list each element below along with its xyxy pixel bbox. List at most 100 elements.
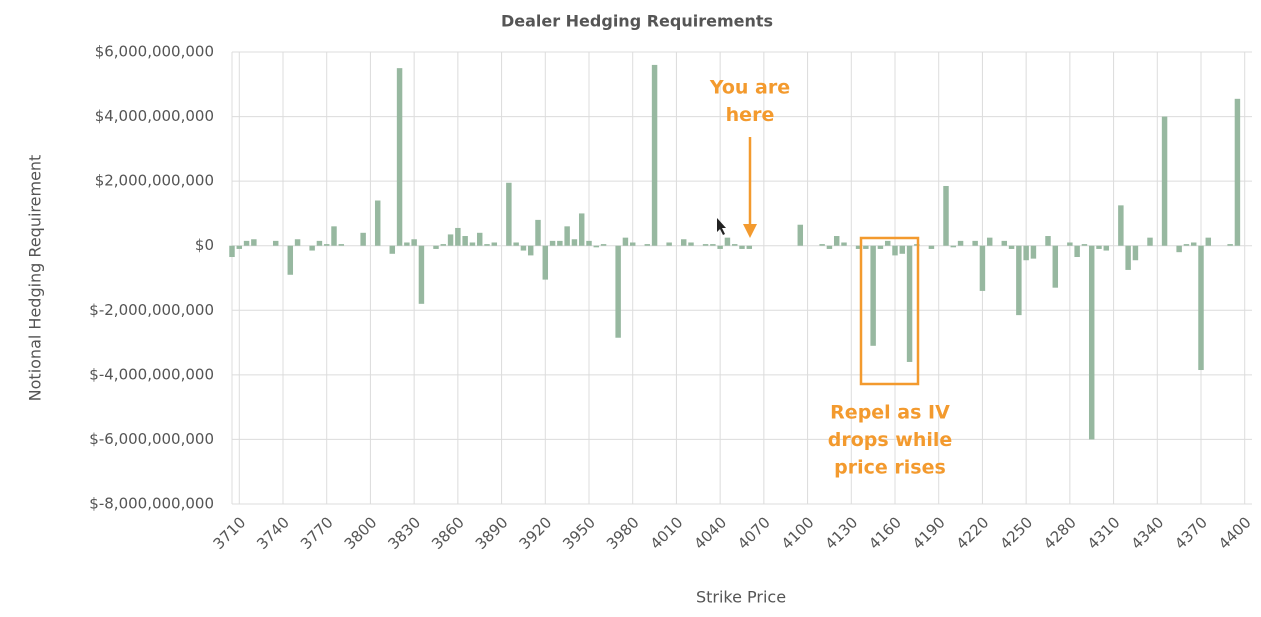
- bar: [374, 200, 381, 246]
- bar: [877, 245, 884, 249]
- bar: [360, 232, 366, 246]
- x-tick-label: 4220: [953, 513, 993, 553]
- x-tick-label: 4280: [1040, 513, 1080, 553]
- bar: [1001, 240, 1008, 246]
- x-tick-label: 4340: [1128, 513, 1168, 553]
- bar: [564, 226, 570, 246]
- bar: [506, 182, 512, 246]
- bar: [1176, 245, 1182, 253]
- x-tick-label: 3890: [472, 513, 512, 553]
- x-tick-label: 4010: [647, 513, 687, 553]
- bar: [1132, 245, 1139, 261]
- annotation-box: [859, 236, 920, 386]
- bar: [462, 236, 468, 246]
- bar: [389, 245, 396, 254]
- x-tick-label: 3710: [210, 513, 250, 553]
- bar: [455, 227, 461, 246]
- bar: [1198, 245, 1204, 371]
- y-tick-label: $6,000,000,000: [95, 43, 214, 61]
- bar: [287, 245, 294, 275]
- y-tick-label: $-8,000,000,000: [89, 495, 214, 513]
- bar: [870, 245, 876, 346]
- x-tick-label: 4400: [1215, 513, 1255, 553]
- chart-title: Dealer Hedging Requirements: [501, 12, 773, 31]
- bar: [571, 239, 578, 246]
- y-tick-label: $2,000,000,000: [95, 172, 214, 190]
- bar: [323, 244, 330, 246]
- bar: [316, 240, 323, 246]
- x-tick-label: 4130: [822, 513, 862, 553]
- bar: [950, 245, 957, 248]
- x-tick-label: 3740: [253, 513, 293, 553]
- y-tick-label: $-4,000,000,000: [89, 365, 214, 383]
- bar: [1016, 245, 1022, 316]
- bar: [1147, 237, 1153, 246]
- x-tick-label: 4070: [734, 513, 774, 553]
- bar: [1161, 116, 1168, 246]
- bar: [1183, 244, 1190, 246]
- bar: [542, 245, 549, 280]
- bar: [411, 239, 417, 246]
- bar: [702, 244, 709, 246]
- bar: [1067, 242, 1073, 246]
- bar: [272, 240, 279, 246]
- x-tick-label: 4100: [778, 513, 818, 553]
- bar: [309, 245, 315, 251]
- bar: [1074, 245, 1080, 258]
- bar: [884, 240, 891, 246]
- bar: [819, 244, 825, 246]
- bar: [717, 245, 723, 249]
- bar: [331, 226, 337, 246]
- bar: [731, 244, 738, 246]
- bar: [1023, 245, 1029, 261]
- y-axis-label: Notional Hedging Requirement: [26, 155, 45, 402]
- bar: [338, 244, 345, 246]
- bar: [979, 245, 986, 291]
- x-tick-label: 3980: [603, 513, 643, 553]
- annotation-text: price rises: [834, 457, 946, 479]
- bar: [469, 242, 476, 246]
- bar: [440, 244, 447, 246]
- x-tick-label: 3950: [559, 513, 599, 553]
- bar: [680, 239, 687, 246]
- bar: [892, 245, 898, 256]
- bar: [557, 240, 563, 246]
- bar: [899, 245, 906, 254]
- bar: [651, 64, 658, 246]
- bars: [229, 64, 1241, 440]
- cursor: [717, 218, 726, 235]
- bar: [644, 244, 651, 246]
- bar: [855, 245, 862, 249]
- bar: [513, 242, 519, 246]
- bar: [1125, 245, 1131, 270]
- bar: [251, 239, 257, 246]
- bar: [746, 245, 753, 249]
- bar: [739, 245, 745, 249]
- y-tick-label: $-2,000,000,000: [89, 301, 214, 319]
- x-tick-label: 3860: [428, 513, 468, 553]
- bar: [418, 245, 425, 304]
- bar: [586, 240, 592, 246]
- bar: [688, 242, 694, 246]
- annotation-text: here: [726, 104, 775, 126]
- bar: [1030, 245, 1037, 259]
- bar: [535, 219, 541, 246]
- bar: [476, 232, 483, 246]
- y-tick-label: $4,000,000,000: [95, 107, 214, 125]
- bar: [229, 245, 235, 258]
- bar: [1088, 245, 1095, 440]
- bar: [906, 245, 913, 362]
- x-tick-label: 4190: [909, 513, 949, 553]
- bar: [404, 242, 410, 246]
- bar: [593, 245, 600, 248]
- bar: [972, 240, 978, 246]
- bar: [1052, 245, 1059, 288]
- bar: [1096, 245, 1102, 249]
- bar: [986, 237, 993, 246]
- annotations: You are here Repel as IV drops while price r…: [709, 77, 952, 479]
- bar: [710, 244, 716, 246]
- bar: [943, 185, 949, 246]
- bar: [236, 245, 243, 249]
- bar: [1234, 98, 1241, 246]
